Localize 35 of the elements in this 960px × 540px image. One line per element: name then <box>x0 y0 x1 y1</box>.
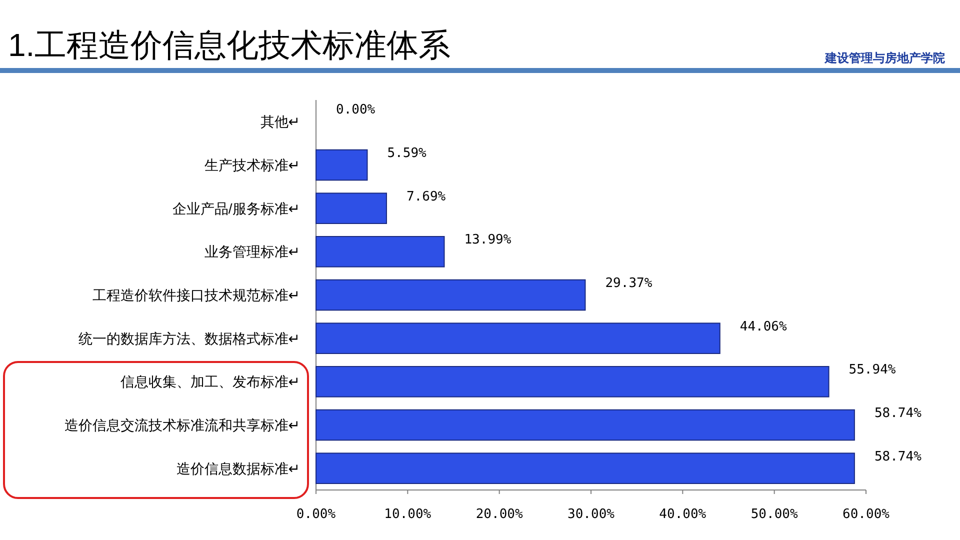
x-tick-label: 0.00% <box>296 507 336 522</box>
bar <box>316 279 586 311</box>
y-tick-label: 生产技术标准↵ <box>204 157 300 173</box>
data-label: 29.37% <box>605 276 652 291</box>
y-tick-label: 其他↵ <box>260 114 300 130</box>
x-tick-label: 20.00% <box>476 507 523 522</box>
bar <box>316 452 855 484</box>
y-tick-label: 信息收集、加工、发布标准↵ <box>120 374 300 390</box>
data-label: 0.00% <box>336 102 376 118</box>
y-tick-label: 工程造价软件接口技术规范标准↵ <box>92 287 300 303</box>
data-label: 55.94% <box>848 362 896 378</box>
bar <box>316 236 445 268</box>
bar <box>316 322 720 354</box>
y-tick-label: 造价信息数据标准↵ <box>176 460 300 476</box>
data-label: 58.74% <box>874 449 922 464</box>
y-tick-label: 造价信息交流技术标准流和共享标准↵ <box>64 417 300 433</box>
bar <box>316 409 855 441</box>
y-tick-label: 业务管理标准↵ <box>204 244 300 260</box>
x-tick-label: 10.00% <box>384 507 432 522</box>
data-label: 7.69% <box>406 189 446 204</box>
bar <box>316 149 368 181</box>
x-tick-label: 30.00% <box>568 507 615 522</box>
bar <box>316 192 387 224</box>
x-tick-label: 60.00% <box>842 507 890 522</box>
data-label: 44.06% <box>740 319 788 334</box>
x-tick-label: 50.00% <box>750 507 798 522</box>
data-label: 5.59% <box>387 146 427 161</box>
y-tick-label: 统一的数据库方法、数据格式标准↵ <box>78 330 300 346</box>
chart-title: 1.工程造价信息化技术标准体系 <box>8 27 451 63</box>
text: 建设管理与房地产学院 <box>824 51 945 65</box>
data-label: 58.74% <box>874 406 922 421</box>
bar <box>316 366 830 398</box>
x-tick-label: 40.00% <box>659 507 706 522</box>
y-tick-label: 企业产品/服务标准↵ <box>172 200 300 216</box>
data-label: 13.99% <box>464 232 512 248</box>
